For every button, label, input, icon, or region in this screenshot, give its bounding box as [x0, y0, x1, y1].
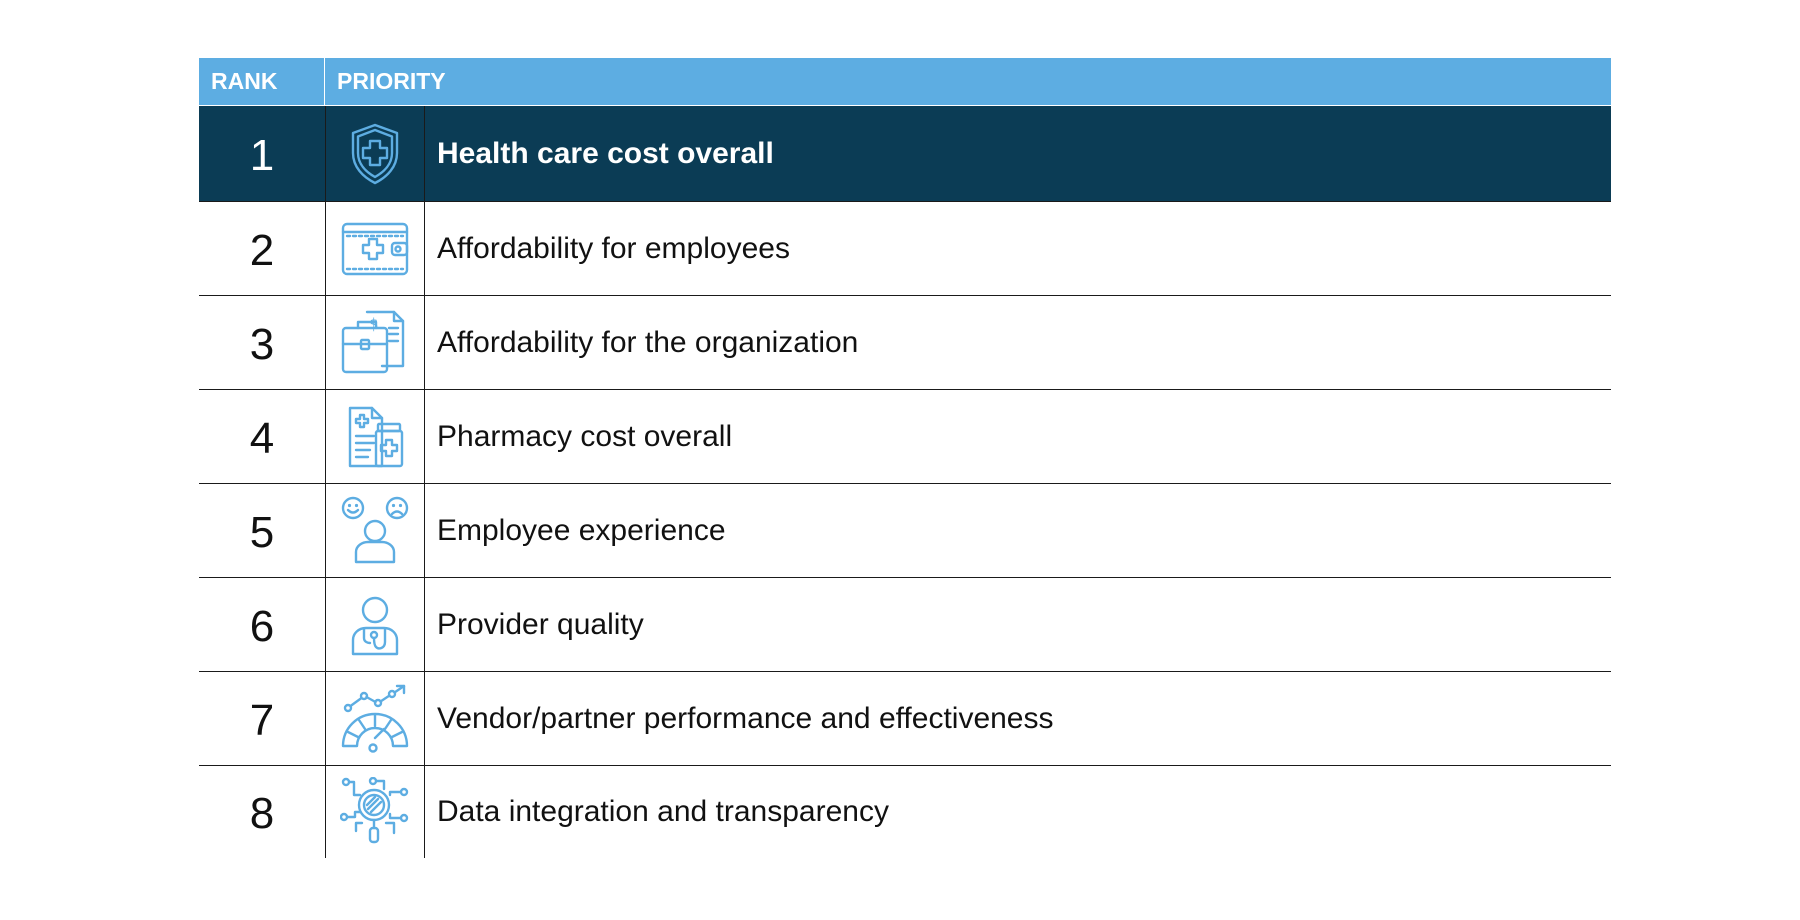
priority-label: Data integration and transparency	[437, 795, 889, 828]
shield-medical-icon	[326, 106, 425, 201]
rank-cell: 1	[199, 106, 326, 201]
table-row: 3 $ Affordability for the organization	[199, 296, 1611, 390]
briefcase-invoice-icon: $	[326, 296, 425, 389]
priority-label: Vendor/partner performance and effective…	[437, 701, 1054, 735]
table-row: 4 Pharmacy cost overall	[199, 390, 1611, 484]
table-row: 7 Vendor/partner performance and effecti…	[199, 672, 1611, 766]
table-row: 8 Data integration	[199, 766, 1611, 858]
table-row: 5 Employee experience	[199, 484, 1611, 578]
table-row: 1 Health care cost overall	[199, 106, 1611, 202]
rank-cell: 8	[199, 766, 326, 858]
svg-text:$: $	[369, 315, 379, 333]
performance-gauge-icon	[326, 672, 425, 765]
priority-label: Provider quality	[437, 607, 644, 641]
table-row: 6 Provider quality	[199, 578, 1611, 672]
doctor-stethoscope-icon	[326, 578, 425, 671]
table-row: 2 Affordability for employees	[199, 202, 1611, 296]
rank-cell: 6	[199, 578, 326, 671]
table-header: RANK PRIORITY	[199, 58, 1611, 106]
priority-label: Affordability for employees	[437, 231, 790, 265]
rank-cell: 3	[199, 296, 326, 389]
medical-wallet-icon	[326, 202, 425, 295]
priority-label: Employee experience	[437, 513, 726, 547]
rank-column-header: RANK	[199, 58, 325, 105]
priority-label: Affordability for the organization	[437, 325, 859, 359]
priority-table: RANK PRIORITY 1 Health care cost overall…	[199, 58, 1611, 858]
rank-cell: 5	[199, 484, 326, 577]
rank-cell: 7	[199, 672, 326, 765]
priority-label: Pharmacy cost overall	[437, 419, 733, 453]
prescription-bottle-icon	[326, 390, 425, 483]
data-magnifier-icon	[326, 766, 425, 858]
rank-cell: 2	[199, 202, 326, 295]
priority-label: Health care cost overall	[437, 136, 774, 170]
person-feedback-icon	[326, 484, 425, 577]
rank-cell: 4	[199, 390, 326, 483]
priority-column-header: PRIORITY	[337, 68, 446, 94]
